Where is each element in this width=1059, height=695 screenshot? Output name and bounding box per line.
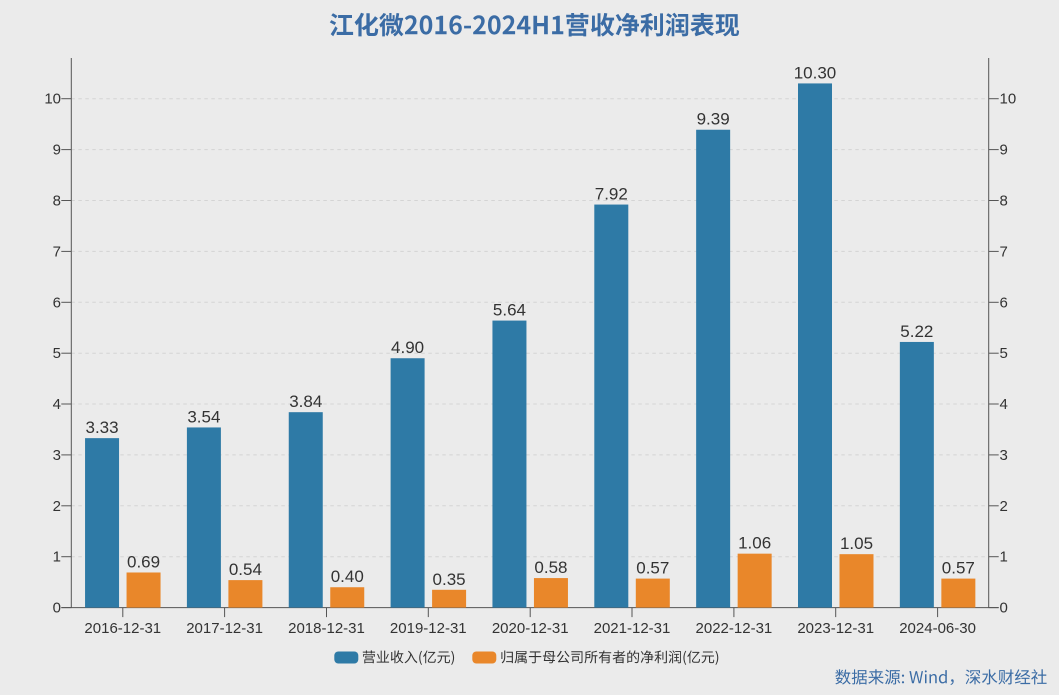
svg-text:9.39: 9.39: [697, 110, 730, 129]
svg-text:7: 7: [53, 243, 61, 260]
svg-text:5.64: 5.64: [493, 301, 526, 320]
svg-text:0.57: 0.57: [636, 559, 669, 578]
svg-text:0: 0: [53, 600, 61, 617]
svg-text:6: 6: [1000, 294, 1008, 311]
svg-text:0.57: 0.57: [942, 559, 975, 578]
svg-text:0.58: 0.58: [534, 558, 567, 577]
svg-text:3: 3: [53, 447, 61, 464]
svg-text:9: 9: [53, 142, 61, 159]
svg-text:2017-12-31: 2017-12-31: [186, 620, 263, 637]
svg-text:7.92: 7.92: [595, 185, 628, 204]
svg-text:0.54: 0.54: [229, 560, 262, 579]
svg-text:0: 0: [1000, 600, 1008, 617]
svg-text:2020-12-31: 2020-12-31: [492, 620, 569, 637]
svg-text:0.69: 0.69: [127, 552, 160, 571]
svg-text:4: 4: [1000, 396, 1008, 413]
svg-text:3.84: 3.84: [289, 392, 322, 411]
svg-text:1.06: 1.06: [738, 534, 771, 553]
svg-text:0.40: 0.40: [331, 567, 364, 586]
svg-text:2022-12-31: 2022-12-31: [696, 620, 773, 637]
svg-text:2: 2: [53, 498, 61, 515]
svg-text:5.22: 5.22: [900, 322, 933, 341]
svg-text:5: 5: [1000, 345, 1008, 362]
svg-text:8: 8: [53, 193, 61, 210]
svg-text:3.54: 3.54: [187, 407, 220, 426]
svg-text:10: 10: [44, 91, 61, 108]
svg-text:2019-12-31: 2019-12-31: [390, 620, 467, 637]
svg-text:6: 6: [53, 294, 61, 311]
svg-text:1: 1: [1000, 549, 1008, 566]
svg-text:2018-12-31: 2018-12-31: [288, 620, 365, 637]
svg-text:2021-12-31: 2021-12-31: [594, 620, 671, 637]
svg-text:0.35: 0.35: [433, 570, 466, 589]
svg-text:4.90: 4.90: [391, 338, 424, 357]
svg-text:4: 4: [53, 396, 61, 413]
svg-text:3: 3: [1000, 447, 1008, 464]
svg-text:1.05: 1.05: [840, 534, 873, 553]
svg-text:7: 7: [1000, 243, 1008, 260]
svg-text:5: 5: [53, 345, 61, 362]
svg-text:2: 2: [1000, 498, 1008, 515]
svg-text:10: 10: [1000, 91, 1017, 108]
svg-text:10.30: 10.30: [794, 63, 837, 82]
svg-text:1: 1: [53, 549, 61, 566]
svg-text:9: 9: [1000, 142, 1008, 159]
svg-text:2024-06-30: 2024-06-30: [899, 620, 976, 637]
svg-text:3.33: 3.33: [86, 418, 119, 437]
svg-text:2023-12-31: 2023-12-31: [797, 620, 874, 637]
svg-text:2016-12-31: 2016-12-31: [84, 620, 161, 637]
svg-text:8: 8: [1000, 193, 1008, 210]
